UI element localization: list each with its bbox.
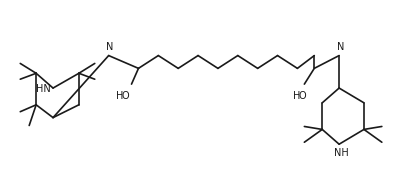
Text: H: H xyxy=(116,91,123,101)
Text: O: O xyxy=(299,91,306,101)
Text: HN: HN xyxy=(36,84,51,94)
Text: NH: NH xyxy=(334,148,349,158)
Text: N: N xyxy=(106,42,113,52)
Text: H: H xyxy=(293,91,300,101)
Text: N: N xyxy=(337,42,345,52)
Text: O: O xyxy=(122,91,129,101)
